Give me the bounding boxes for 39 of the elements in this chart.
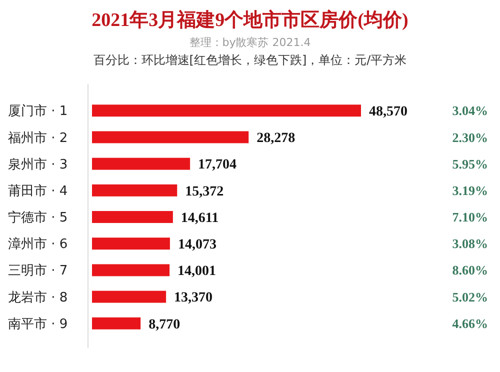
bar (92, 290, 166, 303)
data-label: 15,372 (185, 184, 224, 200)
chart-subtitle: 整理：by散寒苏 2021.4 (189, 36, 311, 49)
data-label: 48,570 (369, 104, 408, 120)
text: 3.08% (452, 236, 488, 252)
y-tick-label: 漳州市 · 6 (8, 237, 68, 252)
bar (92, 184, 178, 196)
data-label: 17,704 (198, 158, 237, 173)
text: 5.02% (452, 289, 488, 304)
text: 2.30% (452, 130, 488, 145)
data-label: 28,278 (256, 131, 296, 146)
bar (92, 104, 361, 117)
y-tick-label: 宁德市 · 5 (8, 210, 68, 226)
data-label: 14,073 (178, 237, 216, 252)
data-label: 8,770 (148, 317, 180, 332)
data-label: 13,370 (174, 290, 213, 306)
bar (92, 317, 141, 330)
bar (92, 131, 249, 144)
y-tick-label: 福州市 · 2 (8, 130, 68, 146)
y-tick-label: 莆田市 · 4 (8, 184, 68, 199)
bar (92, 264, 170, 276)
y-tick-label: 三明市 · 7 (8, 264, 68, 279)
data-label: 14,611 (180, 210, 219, 226)
text: 5.95% (452, 156, 488, 172)
bar (92, 211, 173, 223)
y-tick-label: 龙岩市 · 8 (8, 290, 68, 306)
bar (92, 238, 170, 250)
text: 7.10% (452, 210, 488, 225)
data-label: 14,001 (178, 264, 216, 280)
y-tick-label: 泉州市 · 3 (8, 157, 68, 172)
text: 4.66% (452, 316, 488, 331)
bar (92, 158, 190, 170)
y-tick-label: 南平市 · 9 (8, 316, 68, 332)
y-tick-label: 厦门市 · 1 (8, 103, 68, 120)
text: 3.19% (452, 182, 488, 198)
chart-title: 2021年3月福建9个地市市区房价(均价) (92, 9, 408, 31)
text: 百分比：环比增速[红色增长，绿色下跌]，单位：元/平方米 (93, 53, 407, 67)
text: 3.04% (452, 103, 488, 118)
text: 8.60% (452, 262, 488, 278)
